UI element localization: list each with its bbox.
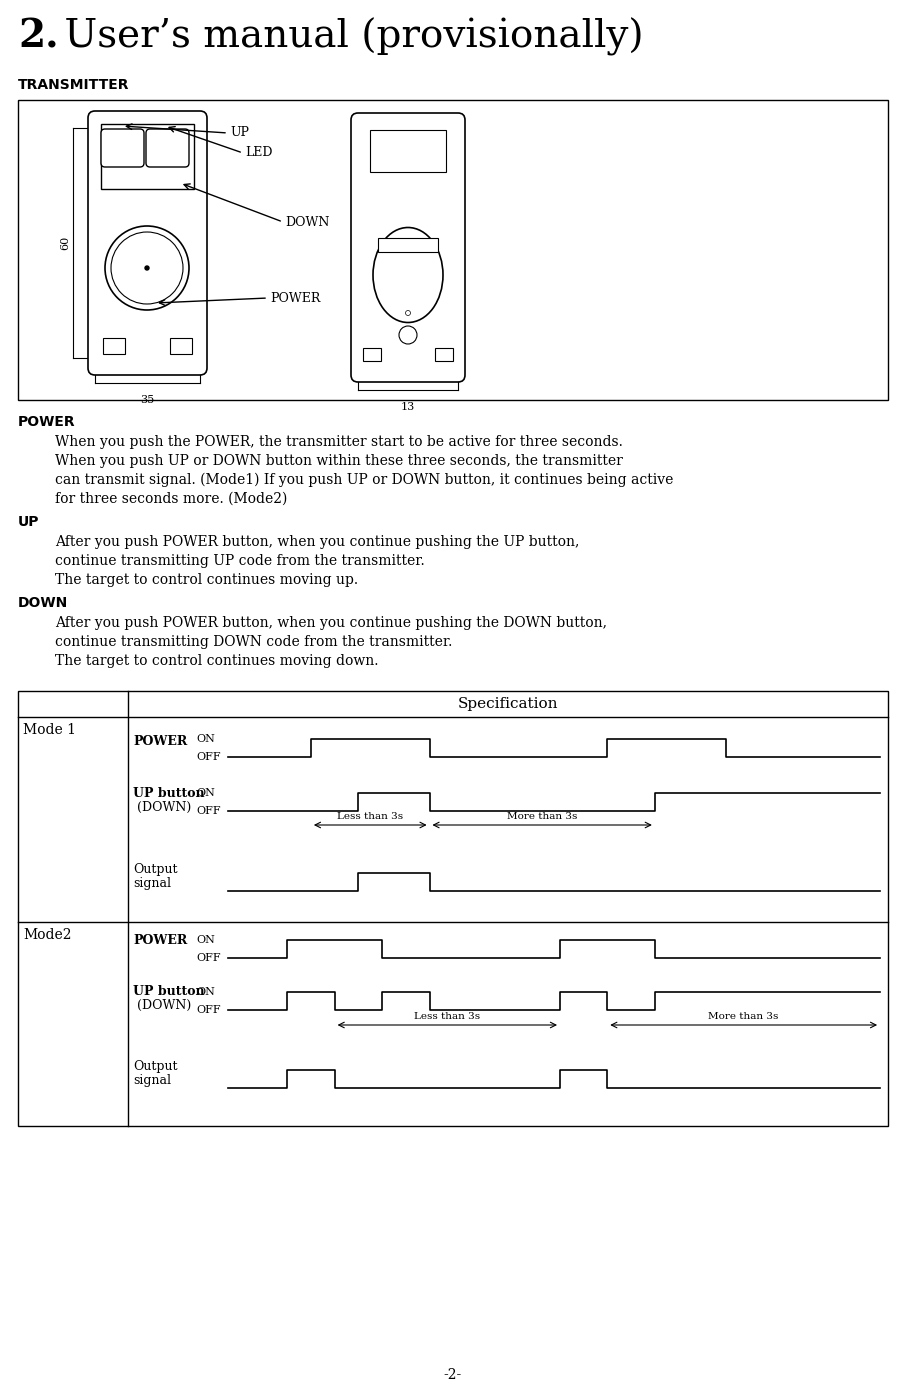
Text: continue transmitting UP code from the transmitter.: continue transmitting UP code from the t…: [55, 554, 425, 568]
Text: UP: UP: [230, 127, 249, 139]
Circle shape: [145, 266, 149, 270]
Text: OFF: OFF: [196, 1005, 221, 1015]
Text: 2.: 2.: [18, 18, 59, 56]
Text: can transmit signal. (Mode1) If you push UP or DOWN button, it continues being a: can transmit signal. (Mode1) If you push…: [55, 473, 673, 487]
Text: ON: ON: [196, 987, 215, 997]
Circle shape: [111, 232, 183, 303]
Text: POWER: POWER: [18, 415, 75, 429]
Bar: [101, 124, 194, 189]
Text: signal: signal: [133, 877, 171, 889]
Text: continue transmitting DOWN code from the transmitter.: continue transmitting DOWN code from the…: [55, 635, 452, 649]
Text: When you push the POWER, the transmitter start to be active for three seconds.: When you push the POWER, the transmitter…: [55, 434, 623, 450]
Text: ON: ON: [196, 734, 215, 743]
Text: 35: 35: [140, 395, 154, 405]
Text: OFF: OFF: [196, 954, 221, 963]
Text: Specification: Specification: [458, 697, 558, 711]
Text: ON: ON: [196, 935, 215, 945]
Text: for three seconds more. (Mode2): for three seconds more. (Mode2): [55, 491, 287, 507]
Ellipse shape: [373, 227, 443, 323]
Bar: [18, 100, 888, 400]
Text: .: .: [407, 241, 410, 249]
FancyBboxPatch shape: [101, 129, 144, 167]
Text: Output: Output: [133, 863, 178, 876]
Text: -2-: -2-: [444, 1368, 462, 1382]
Bar: [363, 348, 381, 361]
Text: Less than 3s: Less than 3s: [337, 812, 403, 821]
Text: More than 3s: More than 3s: [507, 812, 577, 821]
Circle shape: [406, 310, 410, 316]
Circle shape: [399, 326, 417, 344]
Text: CLOSE↔OPEN: CLOSE↔OPEN: [384, 259, 432, 296]
FancyBboxPatch shape: [88, 111, 207, 374]
Text: More than 3s: More than 3s: [708, 1012, 779, 1020]
Text: LED: LED: [245, 146, 273, 160]
Bar: [170, 338, 192, 354]
Text: POWER: POWER: [133, 735, 188, 748]
Text: OFF: OFF: [196, 806, 221, 816]
Text: After you push POWER button, when you continue pushing the UP button,: After you push POWER button, when you co…: [55, 535, 579, 548]
Text: UP: UP: [18, 515, 40, 529]
Bar: [103, 338, 125, 354]
Text: (DOWN): (DOWN): [137, 999, 191, 1012]
Text: x: x: [406, 331, 410, 340]
Bar: [378, 238, 438, 252]
Text: DOWN: DOWN: [285, 216, 330, 228]
Circle shape: [105, 226, 189, 310]
Text: signal: signal: [133, 1075, 171, 1087]
FancyBboxPatch shape: [146, 129, 189, 167]
Text: TRANSMITTER: TRANSMITTER: [18, 78, 130, 92]
Text: ON: ON: [196, 788, 215, 798]
Text: UP button: UP button: [133, 786, 205, 800]
Text: The target to control continues moving up.: The target to control continues moving u…: [55, 574, 358, 587]
Text: 13: 13: [400, 402, 415, 412]
Bar: [435, 348, 453, 361]
Text: Less than 3s: Less than 3s: [414, 1012, 480, 1020]
Text: The target to control continues moving down.: The target to control continues moving d…: [55, 654, 379, 668]
Text: Mode2: Mode2: [23, 928, 72, 942]
Text: UP button: UP button: [133, 986, 205, 998]
Text: 60: 60: [60, 235, 70, 251]
Text: User’s manual (provisionally): User’s manual (provisionally): [52, 18, 643, 57]
Text: Mode 1: Mode 1: [23, 722, 76, 736]
Text: After you push POWER button, when you continue pushing the DOWN button,: After you push POWER button, when you co…: [55, 617, 607, 631]
Text: Output: Output: [133, 1059, 178, 1073]
Text: When you push UP or DOWN button within these three seconds, the transmitter: When you push UP or DOWN button within t…: [55, 454, 623, 468]
Bar: [370, 129, 446, 173]
Text: POWER: POWER: [133, 934, 188, 947]
Text: OFF: OFF: [196, 752, 221, 761]
Text: DOWN: DOWN: [18, 596, 68, 610]
Text: (DOWN): (DOWN): [137, 800, 191, 814]
Bar: [18, 690, 888, 1126]
Text: POWER: POWER: [270, 291, 321, 305]
FancyBboxPatch shape: [351, 113, 465, 381]
